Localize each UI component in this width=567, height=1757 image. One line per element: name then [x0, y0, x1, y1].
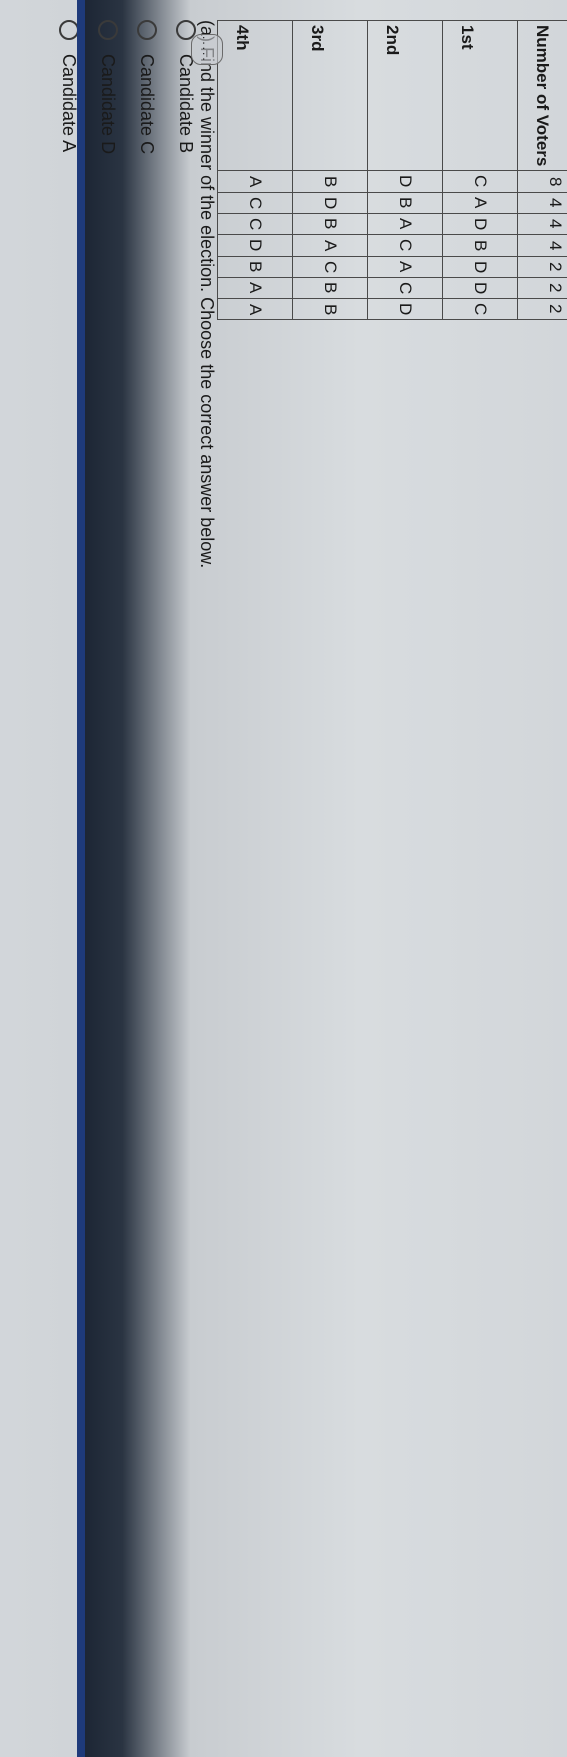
option-label: Candidate D	[20, 54, 41, 154]
count-cell: 2	[441, 277, 516, 298]
count-cell: 4	[441, 213, 516, 234]
radio-icon	[21, 20, 41, 40]
pref-cell: D	[291, 299, 366, 320]
pref-cell: A	[141, 171, 216, 192]
count-cell: 8	[441, 171, 516, 192]
pref-cell: A	[366, 192, 441, 213]
table-row: 2nd D B A C A C D	[291, 21, 366, 320]
pref-cell: B	[216, 171, 291, 192]
count-cell: 2	[441, 299, 516, 320]
row-label: 3rd	[216, 21, 291, 171]
count-cell: 2	[441, 256, 516, 277]
pref-cell: C	[291, 277, 366, 298]
pref-cell: C	[366, 299, 441, 320]
header-label: Number of Voters	[441, 21, 516, 171]
table-row: 1st C A D B D D C	[366, 21, 441, 320]
pref-cell: B	[291, 192, 366, 213]
pref-cell: A	[291, 213, 366, 234]
option-label: Candidate C	[59, 54, 80, 154]
table-row: 4th A C C D B A A	[141, 21, 216, 320]
problem-content: The given table shows the preference sch…	[0, 0, 567, 1757]
pref-cell: B	[141, 256, 216, 277]
question-text: (a) Find the winner of the election. Cho…	[119, 20, 140, 1719]
pref-cell: B	[366, 235, 441, 256]
pref-cell: D	[216, 192, 291, 213]
pref-cell: C	[291, 235, 366, 256]
radio-icon	[60, 20, 80, 40]
pref-cell: C	[216, 256, 291, 277]
window-edge	[0, 0, 8, 1757]
pref-cell: A	[141, 277, 216, 298]
pref-cell: B	[216, 213, 291, 234]
pref-cell: B	[216, 299, 291, 320]
pref-cell: A	[216, 235, 291, 256]
row-label: 2nd	[291, 21, 366, 171]
pref-cell: C	[141, 213, 216, 234]
option-label: Candidate B	[98, 54, 119, 153]
pref-cell: D	[141, 235, 216, 256]
pref-cell: D	[291, 171, 366, 192]
preference-table: Number of Voters 8 4 4 4 2 2 2 1st C A D…	[140, 20, 516, 320]
options-list: Candidate B Candidate C Candidate D Cand…	[0, 20, 119, 1737]
pref-cell: C	[366, 171, 441, 192]
option-d[interactable]: Candidate D	[20, 20, 41, 1737]
pref-cell: D	[366, 277, 441, 298]
more-indicator[interactable]: .....	[114, 34, 146, 65]
option-b[interactable]: Candidate B	[98, 20, 119, 1737]
count-cell: 4	[441, 235, 516, 256]
count-cell: 4	[441, 192, 516, 213]
pref-cell: D	[366, 213, 441, 234]
row-label: 4th	[141, 21, 216, 171]
table-row: 3rd B D B A C B B	[216, 21, 291, 320]
pref-cell: A	[291, 256, 366, 277]
pref-cell: D	[366, 256, 441, 277]
pref-cell: C	[141, 192, 216, 213]
table-header-row: Number of Voters 8 4 4 4 2 2 2	[441, 21, 516, 320]
pref-cell: B	[216, 277, 291, 298]
problem-intro: The given table shows the preference sch…	[516, 20, 537, 1719]
row-label: 1st	[366, 21, 441, 171]
pref-cell: A	[141, 299, 216, 320]
option-c[interactable]: Candidate C	[59, 20, 80, 1737]
